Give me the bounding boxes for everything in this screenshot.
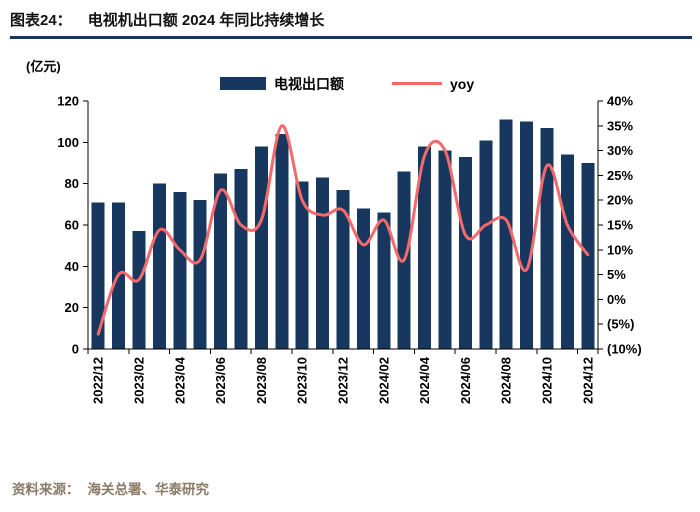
x-axis-date-label: 2022/12 [91,357,106,404]
x-axis-date-label: 2023/08 [254,357,269,404]
figure-header: 图表24： 电视机出口额 2024 年同比持续增长 [0,0,700,39]
yoy-line [96,124,590,336]
export-bar [479,140,493,349]
x-axis-date-label: 2024/12 [580,357,595,404]
export-bar [132,231,146,349]
chart-container: (亿元) 电视出口额 yoy 0 20 40 60 80 100 120 (10%) (5%) 0… [0,41,700,470]
right-axis-tick-label: 35% [607,118,633,133]
figure-title: 电视机出口额 2024 年同比持续增长 [87,12,325,29]
right-axis-tick-label: 40% [607,94,633,109]
x-axis-date-label: 2024/10 [540,357,555,404]
figure-number: 图表24： [10,12,72,29]
legend-bar-swatch [220,77,266,90]
right-axis-tick-label: 5% [607,267,626,282]
export-bar [234,169,248,349]
export-bar [418,146,432,349]
export-bar [356,208,370,349]
left-axis-unit-label: (亿元) [26,59,61,74]
source-label: 资料来源： [12,482,80,497]
x-axis-date-label: 2023/12 [336,357,351,404]
x-axis-date-label: 2023/10 [295,357,310,404]
export-bar [438,150,452,349]
x-axis-date-label: 2023/06 [213,357,228,404]
left-axis-tick-label: 0 [72,342,79,357]
export-bar [540,127,554,350]
title-underline [10,36,692,39]
export-bar [275,134,289,349]
legend-bar-label: 电视出口额 [274,76,344,92]
x-axis-date-label: 2024/08 [499,357,514,404]
right-axis-tick-label: 25% [607,168,633,183]
legend-line-label: yoy [450,76,474,92]
export-bar [377,212,391,349]
source-note: 资料来源： 海关总署、华泰研究 [12,478,209,498]
export-bar [458,156,472,349]
export-bar [295,181,309,349]
right-axis-tick-label: (5%) [607,317,634,332]
left-axis-tick-label: 80 [65,176,79,191]
left-axis-tick-label: 60 [65,218,79,233]
x-axis-date-label: 2023/04 [172,356,187,404]
tv-export-combo-chart: (亿元) 电视出口额 yoy 020406080100120(10%)(5%)0… [26,59,642,405]
x-axis-date-label: 2024/04 [417,356,432,404]
x-axis-date-label: 2024/02 [376,357,391,404]
right-axis-tick-label: 10% [607,242,633,257]
export-bar [214,173,228,349]
left-axis-tick-label: 40 [65,259,79,274]
left-axis-tick-label: 100 [57,135,79,150]
right-axis-tick-label: (10%) [607,342,642,357]
export-bar [254,146,268,349]
plot-area: 0 20 40 60 80 100 120 (10%) (5%) 0% 5% 10% 15% 20% 25%… [57,94,641,405]
export-bar [316,177,330,349]
export-bar [91,202,105,349]
export-bar [336,189,350,349]
export-bar [520,121,534,349]
right-axis-tick-label: 20% [607,193,633,208]
right-axis-tick-label: 30% [607,143,633,158]
right-axis-tick-label: 0% [607,292,626,307]
left-axis-tick-label: 120 [57,94,79,109]
chart-legend: 电视出口额 yoy [220,76,474,92]
source-text: 海关总署、华泰研究 [87,482,210,497]
export-bar [560,154,574,349]
left-axis-tick-label: 20 [65,300,79,315]
right-axis-tick-label: 15% [607,218,633,233]
export-bar [193,200,207,349]
export-bar [499,119,513,349]
export-bar [173,191,187,349]
x-axis-date-label: 2023/02 [132,357,147,404]
export-bar [152,183,166,349]
x-axis-date-label: 2024/06 [458,357,473,404]
